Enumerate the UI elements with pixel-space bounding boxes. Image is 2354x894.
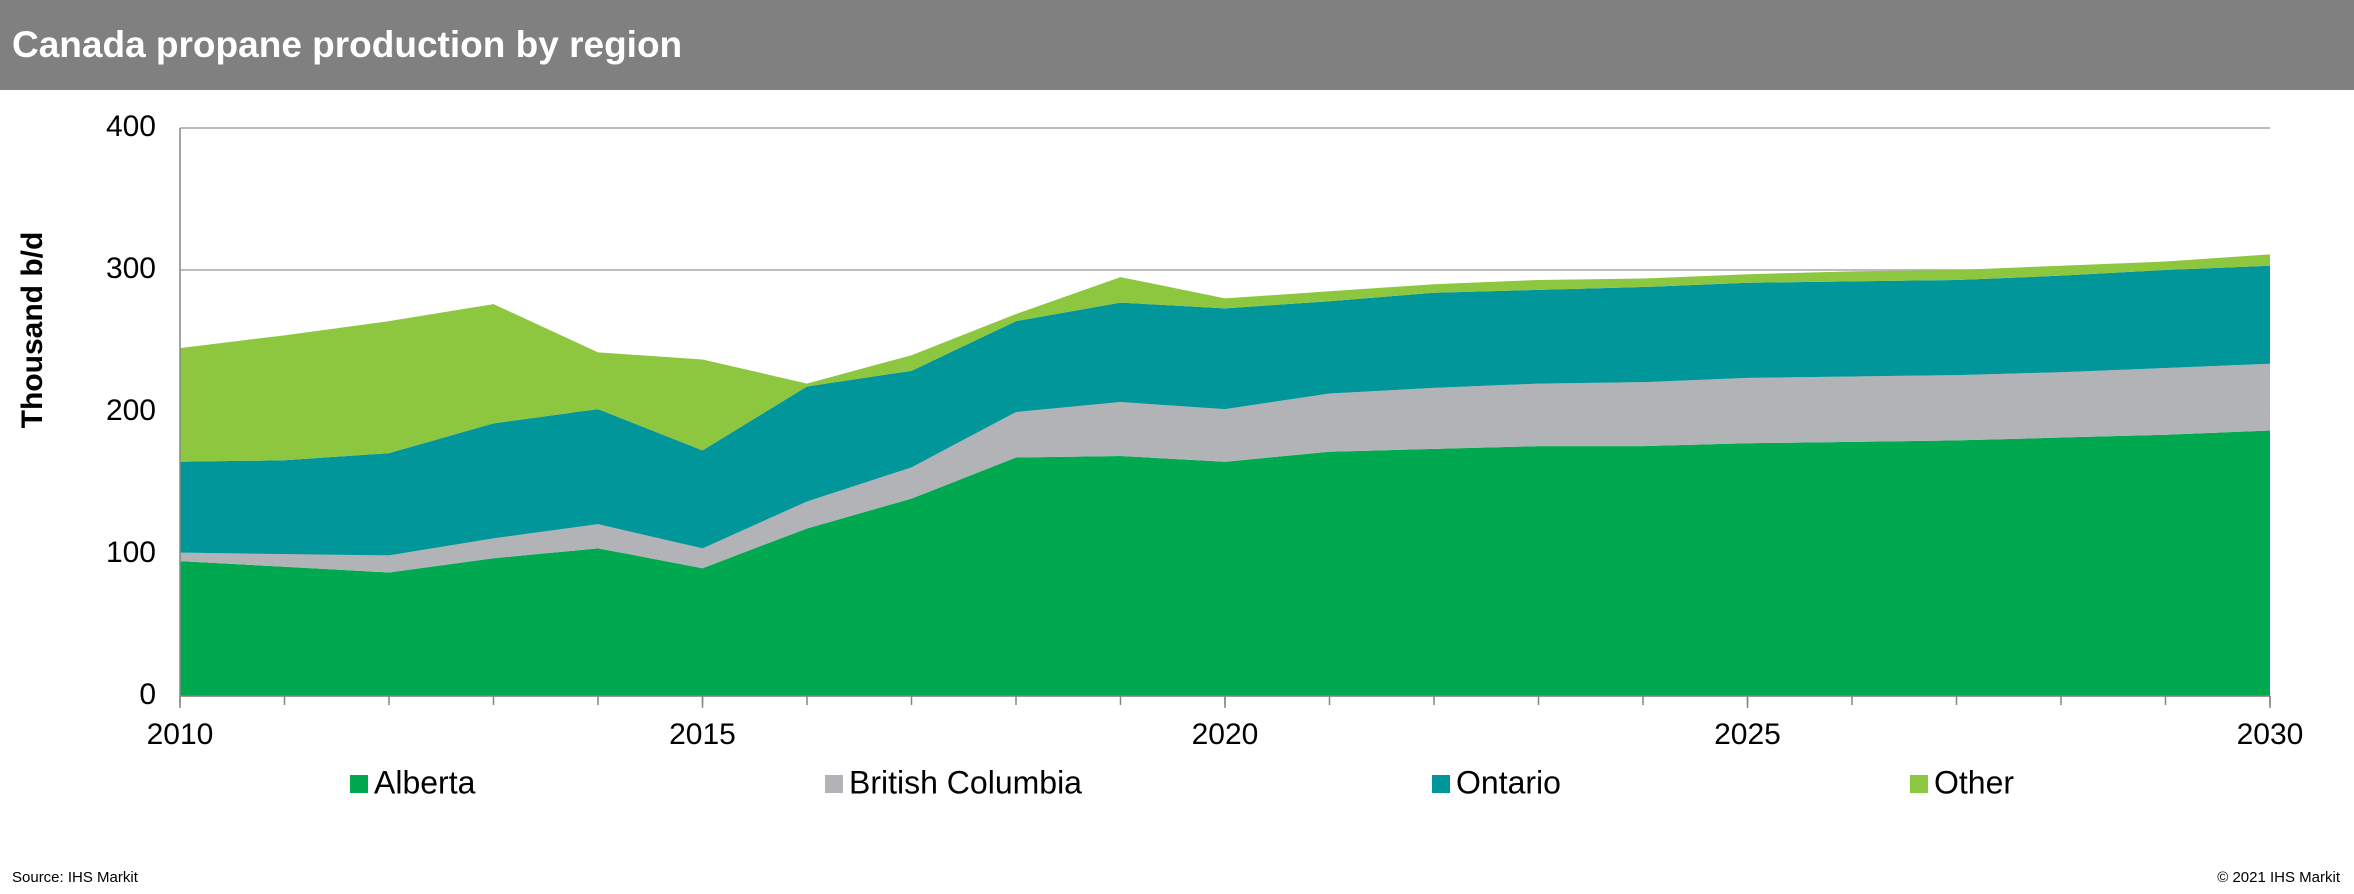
legend-label: Ontario: [1456, 764, 1561, 800]
y-tick-label: 100: [106, 536, 156, 569]
y-tick-label: 200: [106, 394, 156, 427]
x-tick-label: 2025: [1714, 718, 1781, 751]
x-tick-label: 2020: [1192, 718, 1259, 751]
x-tick-label: 2010: [147, 718, 214, 751]
area: [180, 363, 2270, 573]
legend-swatch: [825, 775, 843, 793]
y-axis-label: Thousand b/d: [16, 232, 49, 429]
chart-title: Canada propane production by region: [12, 24, 682, 65]
copyright: © 2021 IHS Markit: [2217, 869, 2341, 886]
x-tick-label: 2030: [2237, 718, 2304, 751]
area: [180, 254, 2270, 462]
area: [180, 265, 2270, 556]
legend-label: Alberta: [374, 764, 476, 800]
source: Source: IHS Markit: [12, 869, 139, 886]
header-bar: [0, 0, 2354, 90]
legend-label: British Columbia: [849, 764, 1082, 800]
legend-swatch: [1432, 775, 1450, 793]
legend-swatch: [350, 775, 368, 793]
y-tick-label: 300: [106, 252, 156, 285]
legend-label: Other: [1934, 764, 2014, 800]
y-tick-label: 400: [106, 110, 156, 143]
legend-swatch: [1910, 775, 1928, 793]
x-tick-label: 2015: [669, 718, 736, 751]
area: [180, 430, 2270, 696]
y-tick-label: 0: [139, 678, 156, 711]
